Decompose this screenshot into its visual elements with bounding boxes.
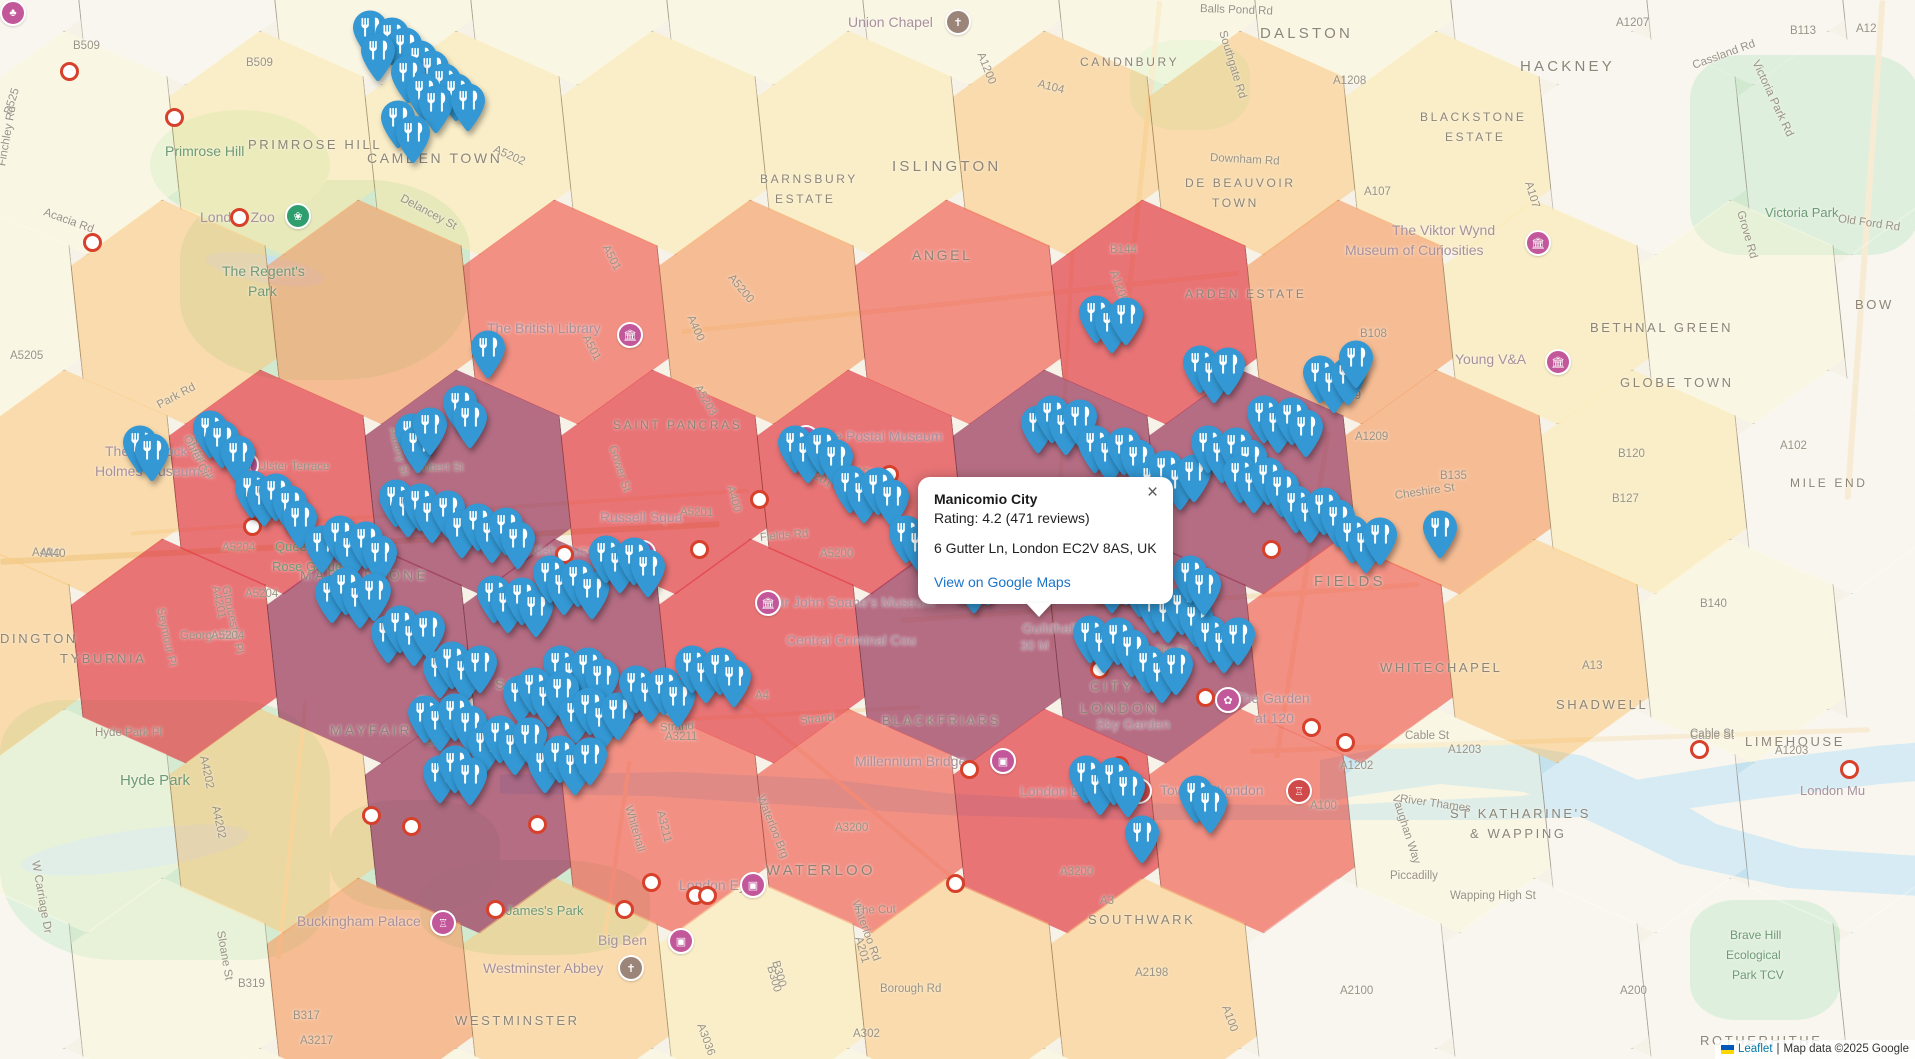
attribution-bar: Leaflet | Map data ©2025 Google (1714, 1040, 1915, 1059)
tube-station-icon[interactable] (165, 108, 184, 127)
restaurant-marker-pin[interactable] (1218, 616, 1258, 668)
popup-close-icon[interactable]: × (1147, 482, 1159, 503)
restaurant-marker-pin[interactable] (358, 32, 398, 84)
restaurant-marker-pin[interactable] (416, 84, 456, 136)
restaurant-marker-pin[interactable] (218, 434, 258, 486)
museum-icon[interactable]: 🏛 (617, 322, 643, 348)
photo-icon[interactable]: ▣ (740, 872, 766, 898)
museum-icon[interactable]: 🏛 (1525, 230, 1551, 256)
popup-tail (1026, 603, 1052, 618)
tree-icon[interactable]: ♣ (0, 0, 26, 26)
tube-station-icon[interactable] (1690, 740, 1709, 759)
tube-station-icon[interactable] (83, 233, 102, 252)
tube-station-icon[interactable] (750, 490, 769, 509)
restaurant-marker-pin[interactable] (354, 572, 394, 624)
restaurant-marker-pin[interactable] (1184, 566, 1224, 618)
ukraine-flag-icon (1720, 1045, 1734, 1054)
restaurant-marker-pin[interactable] (498, 520, 538, 572)
restaurant-marker-pin[interactable] (658, 678, 698, 730)
restaurant-marker-pin[interactable] (1108, 768, 1148, 820)
restaurant-marker-pin[interactable] (410, 406, 450, 458)
church-icon[interactable]: ✝ (618, 955, 644, 981)
restaurant-marker-pin[interactable] (628, 548, 668, 600)
park-ecological (1690, 900, 1840, 1020)
restaurant-marker-pin[interactable] (872, 478, 912, 530)
photo-icon[interactable]: ▣ (990, 748, 1016, 774)
tube-station-icon[interactable] (486, 900, 505, 919)
tube-station-icon[interactable] (243, 517, 262, 536)
tube-station-icon[interactable] (615, 900, 634, 919)
leaflet-link[interactable]: Leaflet (1737, 1043, 1773, 1055)
restaurant-marker-pin[interactable] (1360, 516, 1400, 568)
restaurant-marker-pin[interactable] (468, 329, 508, 381)
restaurant-marker-pin[interactable] (360, 534, 400, 586)
popup-rating: Rating: 4.2 (471 reviews) (934, 509, 1090, 526)
restaurant-marker-pin[interactable] (1336, 339, 1376, 391)
castle-icon[interactable]: ♖ (1286, 778, 1312, 804)
tube-station-icon[interactable] (1262, 540, 1281, 559)
tube-station-icon[interactable] (402, 817, 421, 836)
restaurant-marker-pin[interactable] (598, 691, 638, 743)
tube-station-icon[interactable] (362, 806, 381, 825)
museum-icon[interactable]: 🏛 (1545, 349, 1571, 375)
tube-station-icon[interactable] (960, 760, 979, 779)
place-popup[interactable]: × Manicomio City Rating: 4.2 (471 review… (918, 477, 1173, 618)
tube-station-icon[interactable] (1840, 760, 1859, 779)
restaurant-marker-pin[interactable] (516, 588, 556, 640)
restaurant-marker-pin[interactable] (408, 609, 448, 661)
restaurant-marker-pin[interactable] (1420, 509, 1460, 561)
castle-icon[interactable]: ♖ (430, 910, 456, 936)
popup-google-maps-link[interactable]: View on Google Maps (934, 574, 1071, 591)
restaurant-marker-pin[interactable] (1208, 346, 1248, 398)
tube-station-icon[interactable] (690, 540, 709, 559)
flower-icon[interactable]: ✿ (1215, 687, 1241, 713)
restaurant-marker-pin[interactable] (570, 736, 610, 788)
tube-station-icon[interactable] (1336, 733, 1355, 752)
restaurant-marker-pin[interactable] (460, 644, 500, 696)
restaurant-marker-pin[interactable] (1106, 296, 1146, 348)
restaurant-marker-pin[interactable] (572, 570, 612, 622)
museum-icon[interactable]: 🏛 (755, 590, 781, 616)
restaurant-marker-pin[interactable] (132, 432, 172, 484)
tube-station-icon[interactable] (946, 874, 965, 893)
tube-station-icon[interactable] (642, 873, 661, 892)
tube-station-icon[interactable] (698, 886, 717, 905)
restaurant-marker-pin[interactable] (1190, 784, 1230, 836)
popup-address: 6 Gutter Ln, London EC2V 8AS, UK (934, 540, 1157, 557)
restaurant-marker-pin[interactable] (1122, 814, 1162, 866)
tube-station-icon[interactable] (1302, 718, 1321, 737)
restaurant-marker-pin[interactable] (1156, 646, 1196, 698)
tube-station-icon[interactable] (528, 815, 547, 834)
restaurant-marker-pin[interactable] (1286, 408, 1326, 460)
restaurant-marker-pin[interactable] (450, 399, 490, 451)
attribution-separator: | (1776, 1043, 1780, 1055)
popup-title: Manicomio City (934, 491, 1038, 507)
tube-station-icon[interactable] (60, 62, 79, 81)
tube-station-icon[interactable] (230, 208, 249, 227)
paw-icon[interactable]: ❀ (285, 203, 311, 229)
restaurant-marker-pin[interactable] (714, 658, 754, 710)
restaurant-marker-pin[interactable] (393, 114, 433, 166)
restaurant-marker-pin[interactable] (448, 82, 488, 134)
church-icon[interactable]: ✝ (945, 9, 971, 35)
tube-station-icon[interactable] (1196, 688, 1215, 707)
restaurant-marker-pin[interactable] (450, 756, 490, 808)
attribution-data: Map data ©2025 Google (1783, 1043, 1909, 1055)
photo-icon[interactable]: ▣ (668, 928, 694, 954)
